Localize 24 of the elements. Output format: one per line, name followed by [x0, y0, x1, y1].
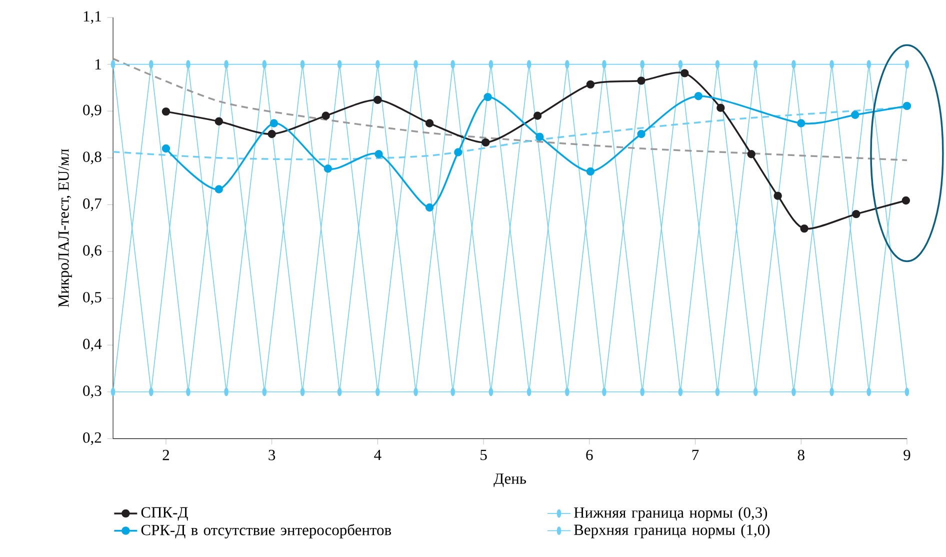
- y-tick-label: 1: [95, 59, 101, 70]
- y-tick-label: 0,8: [83, 152, 102, 164]
- legend-label: СРК-Д в отсутствие энтеросорбентов: [141, 524, 392, 538]
- x-tick-label: 6: [586, 450, 593, 460]
- y-axis-title: МикроЛАЛ-тест, EU/мл: [58, 148, 72, 308]
- legend-label: Нижняя граница нормы (0,3): [574, 506, 768, 521]
- x-tick-label: 7: [692, 450, 699, 460]
- x-tick-label: 8: [798, 450, 804, 460]
- y-tick-label: 0,5: [83, 292, 102, 305]
- x-tick-label: 4: [374, 450, 382, 460]
- legend-label: СПК-Д: [141, 507, 188, 521]
- x-axis-title: День: [494, 474, 526, 487]
- y-tick-label: 0,2: [83, 432, 102, 445]
- y-tick-label: 0,9: [83, 104, 102, 118]
- x-tick-label: 3: [268, 450, 276, 460]
- y-tick-label: 0,4: [83, 338, 102, 352]
- x-tick-label: 2: [162, 450, 169, 460]
- y-tick-label: 1,1: [84, 11, 101, 24]
- legend-label: Верхняя граница нормы (1,0): [574, 524, 770, 538]
- x-tick-label: 9: [904, 450, 910, 460]
- y-tick-label: 0,7: [83, 198, 102, 211]
- x-tick-label: 5: [480, 450, 487, 460]
- y-tick-label: 0,6: [83, 245, 102, 258]
- y-tick-label: 0,3: [83, 386, 102, 398]
